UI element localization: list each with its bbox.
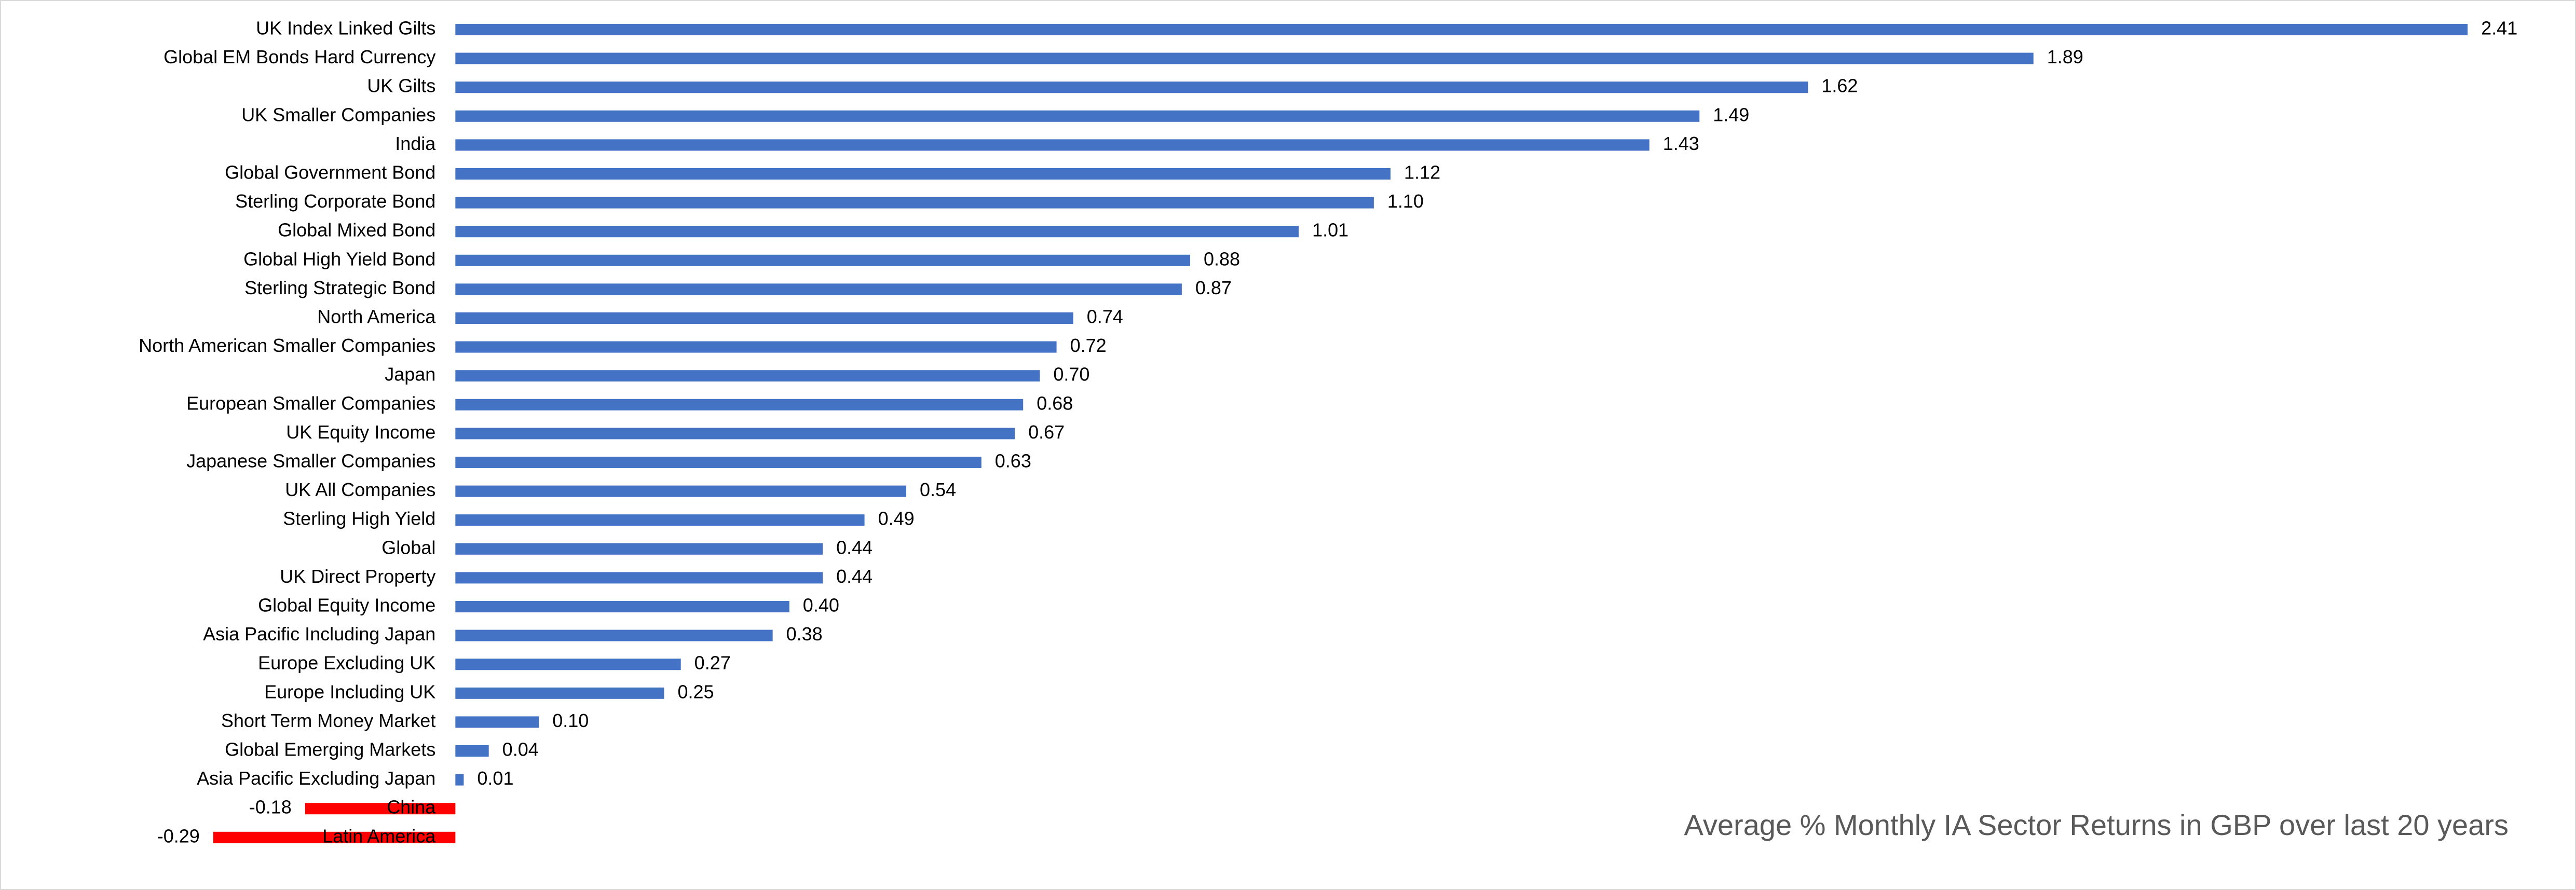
bar: [455, 601, 789, 612]
data-label: 0.38: [786, 623, 823, 645]
data-label: 1.10: [1387, 190, 1424, 212]
data-label: 0.25: [678, 681, 714, 702]
data-label: 0.74: [1087, 306, 1123, 327]
y-tick-label: UK Direct Property: [280, 566, 435, 587]
y-tick-label: UK Equity Income: [286, 421, 435, 443]
y-tick-label: China: [387, 797, 436, 818]
y-tick-label: Europe Excluding UK: [258, 652, 435, 674]
bar: [455, 24, 2468, 35]
data-label: 0.70: [1053, 364, 1089, 385]
bar: [455, 399, 1024, 410]
y-tick-label: Asia Pacific Excluding Japan: [197, 768, 435, 789]
bar: [455, 659, 681, 670]
data-label: 0.72: [1070, 335, 1107, 356]
y-tick-label: Global: [381, 537, 435, 558]
bar: [455, 745, 489, 757]
y-tick-label: India: [395, 133, 436, 154]
bar: [455, 197, 1374, 209]
data-label: 1.43: [1663, 133, 1699, 154]
y-tick-label: North American Smaller Companies: [139, 335, 435, 356]
data-label: 1.89: [2047, 46, 2083, 67]
data-label: 0.87: [1195, 277, 1232, 298]
y-tick-label: Global Equity Income: [258, 595, 435, 616]
bar: [455, 312, 1073, 324]
y-tick-label: Japanese Smaller Companies: [186, 450, 435, 472]
bar: [455, 514, 865, 526]
bar: [455, 168, 1391, 180]
bar: [455, 139, 1650, 151]
data-label: 0.88: [1204, 248, 1240, 269]
y-tick-label: UK All Companies: [285, 479, 435, 500]
data-label: 0.49: [878, 508, 915, 529]
y-tick-label: Global EM Bonds Hard Currency: [163, 46, 435, 67]
chart-title: Average % Monthly IA Sector Returns in G…: [1684, 809, 2509, 841]
y-tick-label: European Smaller Companies: [186, 392, 435, 414]
data-label: 0.44: [836, 537, 873, 558]
data-label: 2.41: [2481, 18, 2517, 39]
y-tick-label: UK Gilts: [367, 75, 435, 97]
bar: [455, 81, 1808, 93]
bar: [455, 283, 1182, 295]
y-tick-label: Europe Including UK: [264, 681, 435, 702]
bar: [455, 110, 1700, 122]
y-tick-label: UK Index Linked Gilts: [256, 18, 435, 39]
y-tick-label: Sterling High Yield: [283, 508, 435, 529]
bar: [305, 803, 456, 815]
bar: [455, 543, 823, 555]
data-label: -0.29: [157, 825, 200, 846]
y-tick-label: Global Emerging Markets: [225, 739, 435, 760]
bar: [455, 716, 539, 728]
y-tick-label: Sterling Corporate Bond: [235, 190, 435, 212]
bar: [455, 370, 1040, 382]
y-tick-label: Sterling Strategic Bond: [244, 277, 435, 298]
data-label: 1.12: [1404, 162, 1440, 183]
y-tick-label: UK Smaller Companies: [241, 104, 435, 125]
data-label: 0.54: [920, 479, 956, 500]
y-tick-label: Global High Yield Bond: [243, 248, 435, 269]
bar: [455, 341, 1057, 353]
y-tick-label: Global Government Bond: [225, 162, 435, 183]
bar: [213, 831, 456, 843]
data-label: 0.44: [836, 566, 873, 587]
y-tick-label: Japan: [385, 364, 435, 385]
y-tick-label: Global Mixed Bond: [278, 220, 435, 241]
data-label: 1.62: [1821, 75, 1858, 97]
bar: [455, 629, 773, 641]
data-label: 0.01: [477, 768, 513, 789]
bar: [455, 457, 982, 468]
bar: [455, 572, 823, 584]
data-label: -0.18: [249, 797, 292, 818]
bar: [455, 687, 664, 699]
bar: [455, 226, 1299, 238]
data-label: 0.40: [803, 595, 839, 616]
data-label: 1.01: [1312, 220, 1348, 241]
y-tick-label: Latin America: [322, 825, 436, 846]
y-tick-label: North America: [317, 306, 436, 327]
data-label: 0.04: [502, 739, 539, 760]
bar: [455, 774, 464, 786]
bar: [455, 52, 2034, 64]
bar: [455, 428, 1015, 440]
data-label: 0.27: [694, 652, 731, 674]
data-label: 0.68: [1037, 392, 1073, 414]
y-tick-label: Asia Pacific Including Japan: [203, 623, 435, 645]
data-label: 0.63: [995, 450, 1031, 472]
y-tick-label: Short Term Money Market: [221, 710, 435, 731]
data-label: 0.67: [1028, 421, 1065, 443]
bar: [455, 254, 1190, 266]
bar: [455, 485, 907, 497]
data-label: 0.10: [552, 710, 589, 731]
data-label: 1.49: [1713, 104, 1749, 125]
